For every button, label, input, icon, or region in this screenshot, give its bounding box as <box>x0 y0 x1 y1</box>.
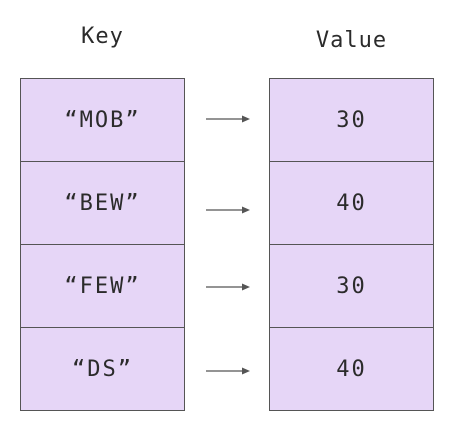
value-cell: 40 <box>336 191 367 216</box>
right-arrow-icon <box>206 367 250 375</box>
right-arrow-icon <box>206 283 250 291</box>
key-cell: “DS” <box>72 357 133 382</box>
cell-divider <box>21 244 184 245</box>
value-column-header: Value <box>315 28 388 53</box>
key-cell: “BEW” <box>64 191 141 216</box>
value-cell: 30 <box>336 108 367 133</box>
value-column: 30 40 30 40 <box>269 78 434 411</box>
cell-divider <box>270 161 433 162</box>
key-column: “MOB” “BEW” “FEW” “DS” <box>20 78 185 411</box>
right-arrow-icon <box>206 115 250 123</box>
right-arrow-icon <box>206 206 250 214</box>
key-cell: “FEW” <box>64 274 141 299</box>
value-cell: 30 <box>336 274 367 299</box>
key-cell: “MOB” <box>64 108 141 133</box>
cell-divider <box>270 327 433 328</box>
cell-divider <box>21 327 184 328</box>
cell-divider <box>270 244 433 245</box>
value-cell: 40 <box>336 357 367 382</box>
key-column-header: Key <box>81 24 124 49</box>
cell-divider <box>21 161 184 162</box>
